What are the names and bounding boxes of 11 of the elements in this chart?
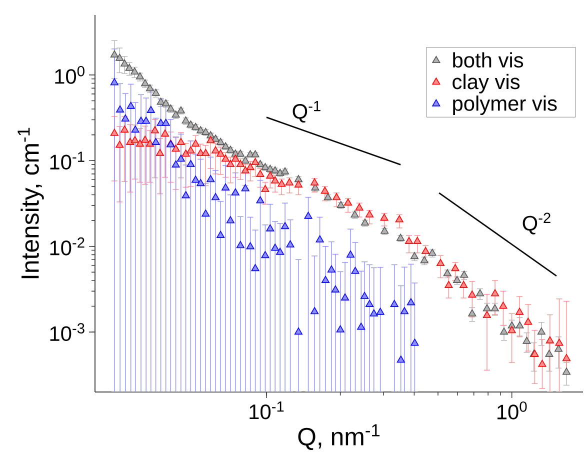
- y-tick-label: 10$^{0}$: [55, 66, 84, 84]
- series-label: Q$^{-1}$: [292, 101, 320, 123]
- legend-label: polymer vis: [453, 96, 557, 116]
- series-label: Q$^{-2}$: [522, 212, 550, 234]
- y-tick-label: 10$^{-3}$: [50, 323, 84, 342]
- y-axis-title: Intensity, cm$^{-1}$: [18, 128, 44, 278]
- y-tick-label: 10$^{-1}$: [50, 152, 84, 170]
- y-tick-label: 10$^{-2}$: [50, 237, 84, 256]
- x-axis-title: Q, nm$^{-1}$: [298, 424, 380, 450]
- legend-label: both vis: [453, 52, 524, 68]
- legend-label: clay vis: [452, 74, 520, 94]
